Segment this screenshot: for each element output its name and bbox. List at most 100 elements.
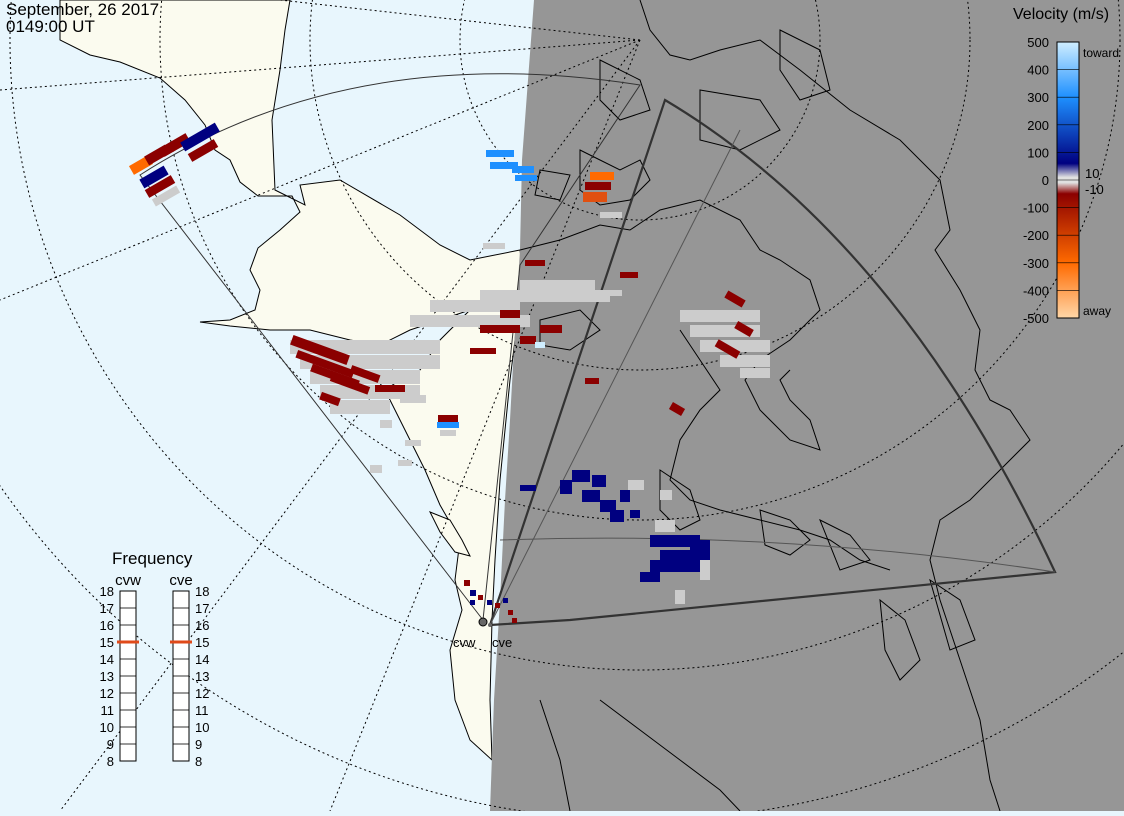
scatter-cell <box>486 150 514 157</box>
scatter-cell <box>600 500 616 512</box>
scatter-cell <box>630 510 640 518</box>
scatter-cell <box>660 490 672 500</box>
scatter-cell <box>610 510 624 522</box>
scatter-cell <box>151 185 181 207</box>
scatter-cell <box>180 122 220 152</box>
scatter-cell <box>535 342 545 348</box>
frequency-tick-label: 10 <box>100 720 114 735</box>
scatter-cells <box>128 122 770 623</box>
velocity-inner-tick-label: -10 <box>1085 182 1104 197</box>
frequency-radar-label: cvw <box>115 572 141 589</box>
scatter-cell <box>508 610 513 615</box>
velocity-legend-title: Velocity (m/s) <box>1013 6 1110 23</box>
scatter-cell <box>560 480 572 494</box>
scatter-cell <box>582 490 600 502</box>
scatter-cell <box>740 368 770 378</box>
velocity-tick-label: 200 <box>1027 118 1049 133</box>
scatter-cell <box>187 139 219 162</box>
scatter-cell <box>470 348 496 354</box>
scatter-cell <box>512 166 534 173</box>
frequency-tick-label: 10 <box>195 720 209 735</box>
radar-label-cvw: cvw <box>453 635 476 650</box>
scatter-cell <box>500 310 520 318</box>
frequency-tick-label: 8 <box>195 754 202 769</box>
frequency-tick-label: 9 <box>195 737 202 752</box>
scatter-cell <box>329 373 371 395</box>
fov-cve <box>488 98 1057 627</box>
scatter-cell <box>734 321 754 337</box>
scatter-cell <box>464 580 470 586</box>
frequency-tick-label: 14 <box>100 652 114 667</box>
scatter-cell <box>370 465 382 473</box>
scatter-cell <box>620 490 630 502</box>
radar-site-cvw <box>478 617 488 627</box>
night-coastlines <box>519 0 1031 812</box>
scatter-cell <box>600 290 622 296</box>
scatter-cell <box>319 391 341 407</box>
frequency-tick-label: 15 <box>195 635 209 650</box>
scatter-cell <box>520 280 595 292</box>
scatter-cell <box>714 339 741 359</box>
scatter-cell <box>478 595 483 600</box>
velocity-tick-label: 0 <box>1042 173 1049 188</box>
velocity-tick-label: -300 <box>1023 256 1049 271</box>
scatter-cell <box>700 560 710 580</box>
radar-site-cve <box>488 623 492 627</box>
scatter-cell <box>480 325 520 333</box>
velocity-tick-label: 100 <box>1027 145 1049 160</box>
scatter-cell <box>480 290 560 302</box>
frequency-tick-label: 13 <box>100 669 114 684</box>
scatter-cell <box>440 430 456 436</box>
frequency-tick-label: 12 <box>195 686 209 701</box>
velocity-tick-label: 500 <box>1027 35 1049 50</box>
scatter-cell <box>592 475 606 487</box>
scatter-cell <box>400 395 426 403</box>
scatter-cell <box>690 540 710 560</box>
time-label: 0149:00 UT <box>6 17 95 36</box>
scatter-cell <box>144 175 176 198</box>
frequency-marker <box>117 640 139 644</box>
scatter-cell <box>290 335 350 365</box>
frequency-tick-label: 12 <box>100 686 114 701</box>
scatter-cell <box>515 175 537 181</box>
velocity-tick-label: -500 <box>1023 311 1049 326</box>
fov-cve-inner <box>489 129 1056 626</box>
frequency-tick-label: 18 <box>100 584 114 599</box>
scatter-cell <box>520 336 536 344</box>
scatter-cell <box>330 400 390 414</box>
scatter-cell <box>437 422 459 428</box>
frequency-tick-label: 13 <box>195 669 209 684</box>
scatter-cell <box>360 340 376 350</box>
scatter-cell <box>650 535 700 547</box>
scatter-cell <box>139 165 169 189</box>
frequency-bars: cvw18171615141312111098cve18171615141312… <box>100 572 210 769</box>
frequency-tick-label: 8 <box>107 754 114 769</box>
scatter-cell <box>398 460 412 466</box>
frequency-tick-label: 14 <box>195 652 209 667</box>
scatter-cell <box>470 590 476 596</box>
velocity-toward-label: toward <box>1083 46 1119 60</box>
frequency-tick-label: 11 <box>195 703 209 718</box>
scatter-cell <box>430 300 520 312</box>
night-region <box>490 0 1124 811</box>
scatter-cell <box>525 260 545 266</box>
scatter-cell <box>680 310 760 322</box>
scatter-cell <box>724 290 746 308</box>
frequency-legend-title: Frequency <box>112 549 193 568</box>
velocity-tick-label: 300 <box>1027 90 1049 105</box>
velocity-tick-label: -100 <box>1023 201 1049 216</box>
scatter-cell <box>503 598 508 603</box>
scatter-cell <box>585 182 611 190</box>
scatter-cell <box>585 378 599 384</box>
scatter-cell <box>668 402 686 416</box>
date-label: September, 26 2017 <box>6 0 160 19</box>
scatter-cell <box>159 133 191 157</box>
velocity-tick-label: -400 <box>1023 283 1049 298</box>
frequency-radar-label: cve <box>169 572 192 589</box>
radar-label-cve: cve <box>492 635 512 650</box>
scatter-cell <box>590 172 614 180</box>
scatter-cell <box>470 600 475 605</box>
